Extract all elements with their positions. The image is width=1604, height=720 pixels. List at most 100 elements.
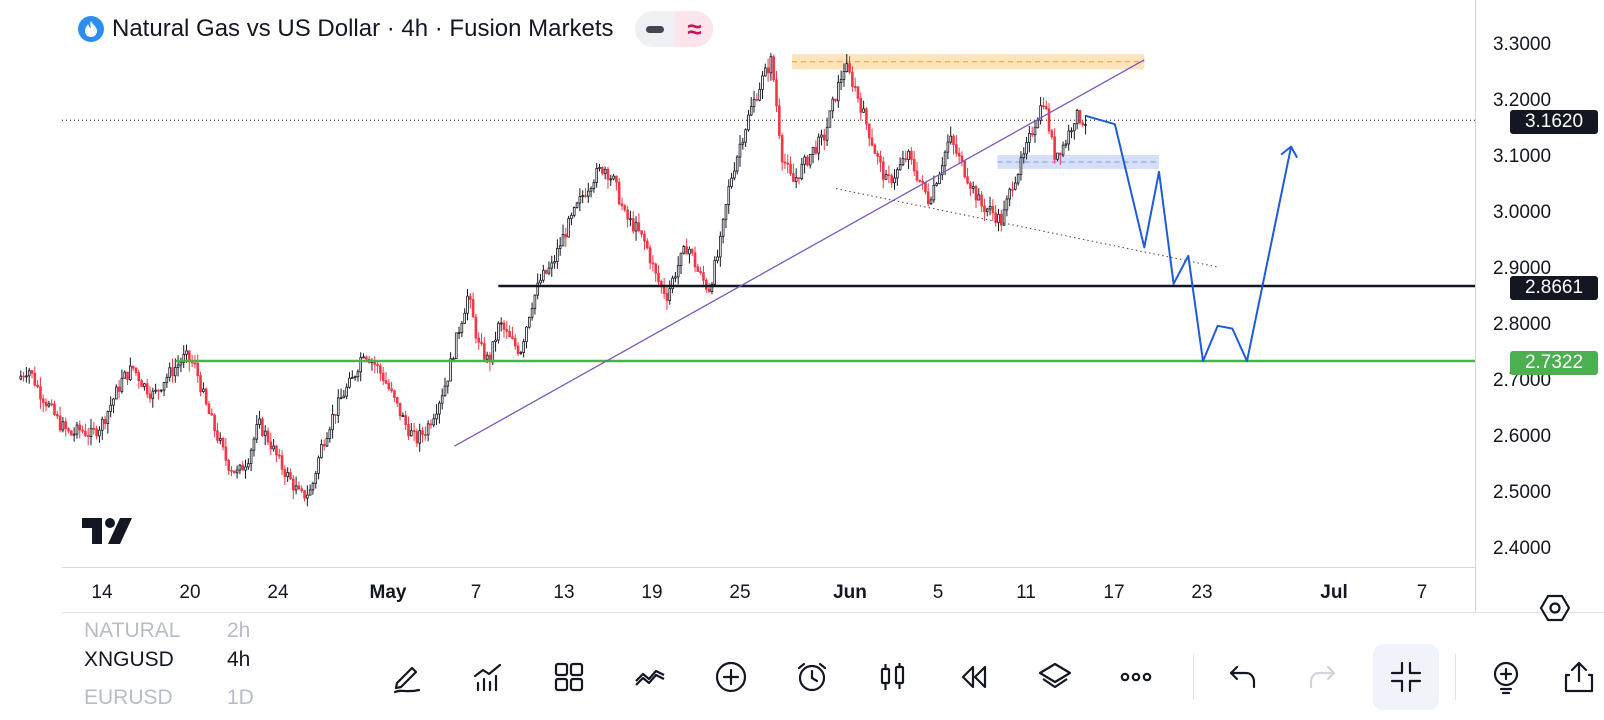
candle-up [123,371,127,379]
time-axis[interactable]: 14 20 24 May 7 13 19 25 Jun 5 11 17 23 Jul 7 [91,582,1427,603]
watchlist-timeframe: 4h [227,648,251,671]
candle-up [112,398,115,406]
date-tick-label: 7 [1417,582,1428,603]
pencil-icon[interactable] [385,655,429,699]
trendline-1[interactable] [454,59,1145,447]
price-zone-1[interactable] [791,54,1145,70]
candle-down [775,79,778,107]
candle-up [567,218,570,238]
chart-toggle-pill[interactable]: ≈ [635,11,714,47]
candle-down [704,279,708,290]
candle-up [716,256,719,262]
candle-down [213,414,216,432]
candle-down [834,98,837,102]
candle-up [558,245,562,249]
candle-down [780,135,784,163]
price-zone-2[interactable] [997,155,1159,169]
indicators-icon[interactable] [466,655,510,699]
watchlist-row[interactable]: EURUSD 1D [84,686,254,710]
candle-down [415,431,419,444]
candle-up [688,248,691,255]
candle-up [758,89,761,101]
candle-up [120,377,124,392]
grid-icon[interactable] [547,655,591,699]
candle-up [440,395,444,404]
projection-arrowhead [1280,145,1298,159]
candle-up [988,206,992,210]
candle-down [277,454,281,457]
candle-up [1061,144,1065,156]
candle-down [67,428,70,432]
replay-icon[interactable] [952,655,996,699]
wave-icon[interactable]: ≈ [675,11,714,47]
projection-path[interactable] [1085,114,1293,363]
candle-up [817,136,820,154]
price-chart[interactable]: 3.3000 3.2000 3.1000 3.0000 2.9000 2.8000 2.70… [0,0,1604,628]
layers-icon[interactable] [1033,655,1077,699]
candle-down [117,386,121,392]
candle-down [381,372,385,382]
candle-up [570,214,573,219]
watchlist-row[interactable]: NATURAL 2h [84,619,250,643]
candle-up [525,326,528,342]
candle-down [851,71,854,87]
candle-down [474,316,478,339]
candle-up [938,174,941,185]
minus-icon[interactable] [635,11,675,47]
candle-up [932,184,936,201]
candle-down [404,415,407,425]
patterns-icon[interactable] [628,655,672,699]
date-tick-label: 13 [553,582,574,603]
undo-icon[interactable] [1220,655,1264,699]
candle-up [418,430,422,444]
flame-icon [78,16,104,42]
trendline-2[interactable] [835,188,1218,268]
add-icon[interactable] [709,655,753,699]
candle-up [457,332,461,334]
candle-up [98,429,101,437]
date-tick-label: 23 [1191,582,1212,603]
share-icon[interactable] [1557,655,1601,699]
candle-up [247,463,250,468]
candle-down [755,98,759,101]
candle-up [438,402,441,415]
candle-up [676,265,680,278]
toolbar-divider [1193,654,1194,700]
candle-up [831,98,835,112]
redo-icon[interactable] [1301,655,1345,699]
watchlist-timeframe: 2h [227,619,251,642]
candle-up [27,370,31,377]
candle-down [398,402,402,417]
candle-up [1036,119,1040,129]
candle-up [735,156,739,172]
candle-down [631,218,635,232]
candle-up [499,322,503,325]
price-axis[interactable]: 3.3000 3.2000 3.1000 3.0000 2.9000 2.8000 2.70… [1493,34,1551,559]
settings-hexagon-icon[interactable] [1538,591,1572,625]
idea-icon[interactable] [1484,655,1528,699]
candle-up [949,135,953,143]
alarm-icon[interactable] [790,655,834,699]
more-icon[interactable] [1114,655,1158,699]
drawings-layer[interactable] [175,59,1475,447]
bottom-panel: NATURAL 2h XNGUSD 4h EURUSD 1D [0,619,1604,720]
candle-up [1056,152,1059,160]
candle-up [485,354,489,360]
candle-up [763,67,767,77]
watchlist-row-active[interactable]: XNGUSD 4h [84,648,250,672]
collapse-icon[interactable] [1373,644,1439,710]
candle-up [862,108,865,113]
chart-header[interactable]: Natural Gas vs US Dollar · 4h · Fusion M… [78,11,714,47]
candle-up [114,386,118,400]
symbol-title[interactable]: Natural Gas vs US Dollar · 4h · Fusion M… [112,15,614,42]
candle-up [1005,198,1009,211]
candle-down [620,203,624,207]
candle-down [511,336,514,339]
candle-up [168,367,171,378]
candle-down [95,428,98,437]
candle-up [761,75,764,90]
candle-down [227,459,230,471]
candles-icon[interactable] [871,655,915,699]
candle-up [1067,130,1071,145]
candle-down [685,246,688,255]
